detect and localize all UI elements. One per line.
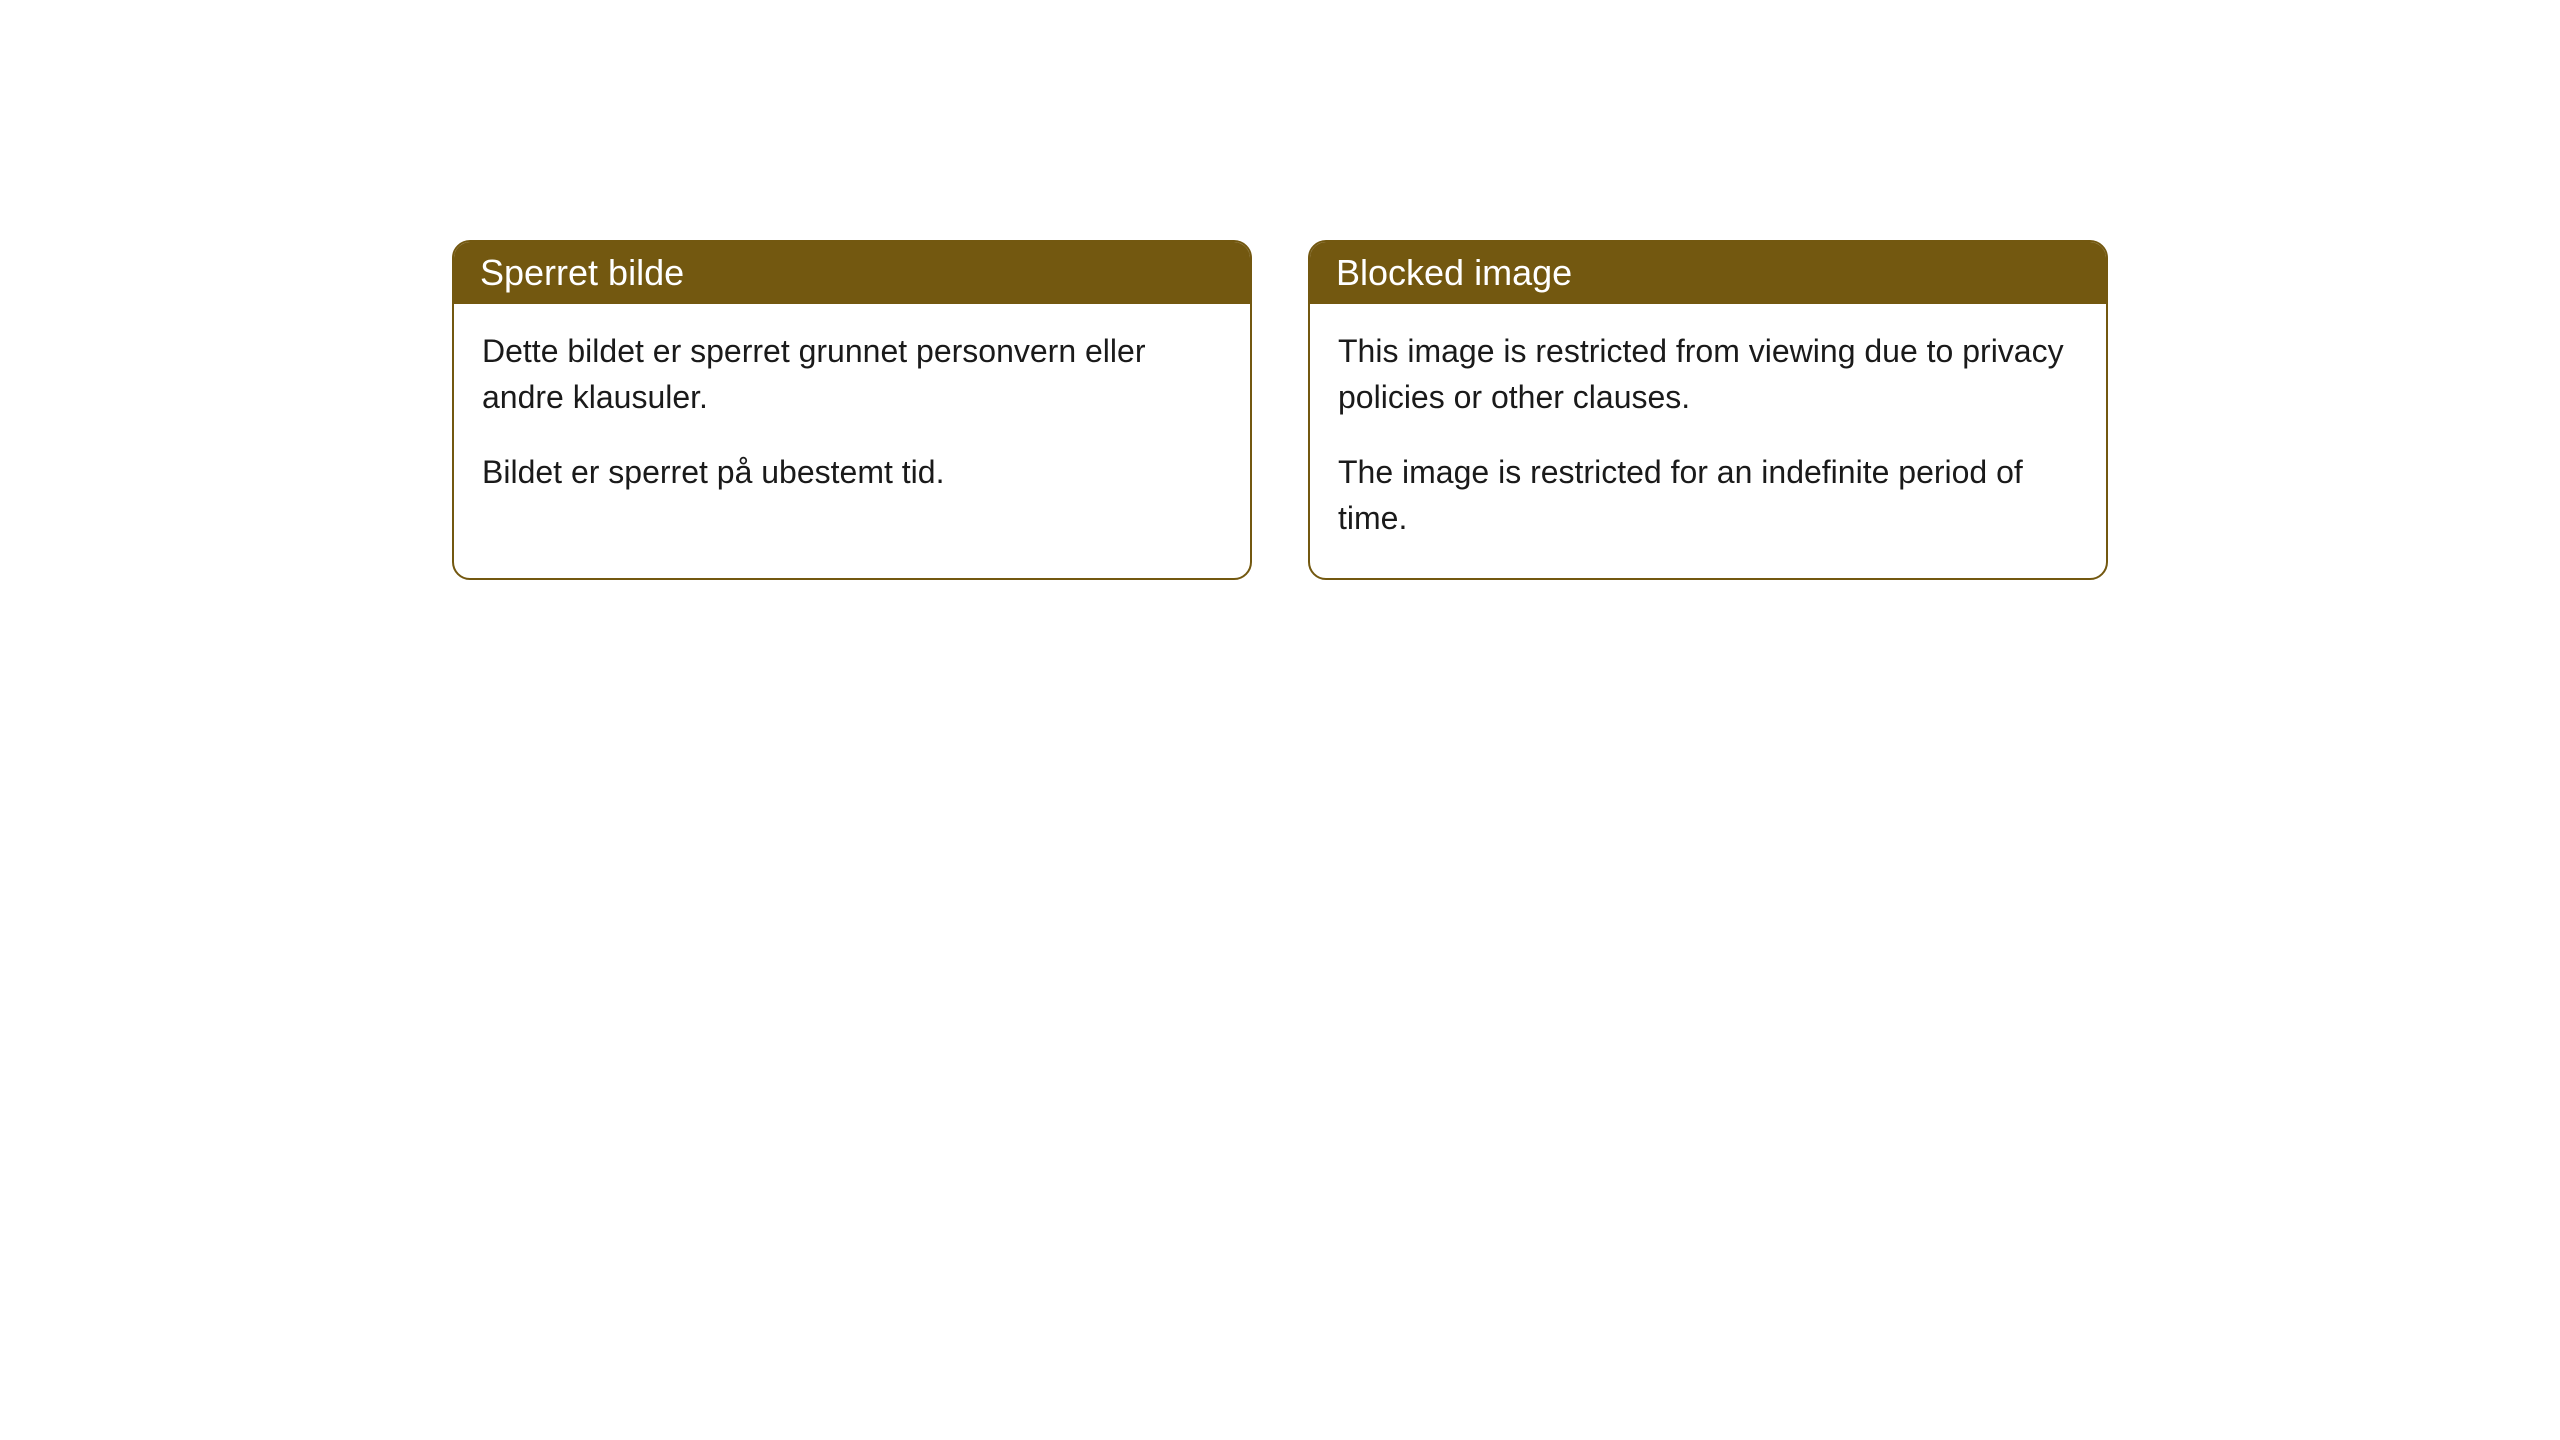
card-body: Dette bildet er sperret grunnet personve… bbox=[454, 304, 1250, 531]
card-header: Blocked image bbox=[1310, 242, 2106, 304]
card-paragraph: This image is restricted from viewing du… bbox=[1338, 328, 2078, 421]
notice-cards-container: Sperret bilde Dette bildet er sperret gr… bbox=[452, 240, 2108, 580]
card-title: Blocked image bbox=[1336, 252, 1572, 293]
card-paragraph: Dette bildet er sperret grunnet personve… bbox=[482, 328, 1222, 421]
card-header: Sperret bilde bbox=[454, 242, 1250, 304]
notice-card-norwegian: Sperret bilde Dette bildet er sperret gr… bbox=[452, 240, 1252, 580]
notice-card-english: Blocked image This image is restricted f… bbox=[1308, 240, 2108, 580]
card-title: Sperret bilde bbox=[480, 252, 684, 293]
card-paragraph: The image is restricted for an indefinit… bbox=[1338, 449, 2078, 542]
card-paragraph: Bildet er sperret på ubestemt tid. bbox=[482, 449, 1222, 495]
card-body: This image is restricted from viewing du… bbox=[1310, 304, 2106, 578]
